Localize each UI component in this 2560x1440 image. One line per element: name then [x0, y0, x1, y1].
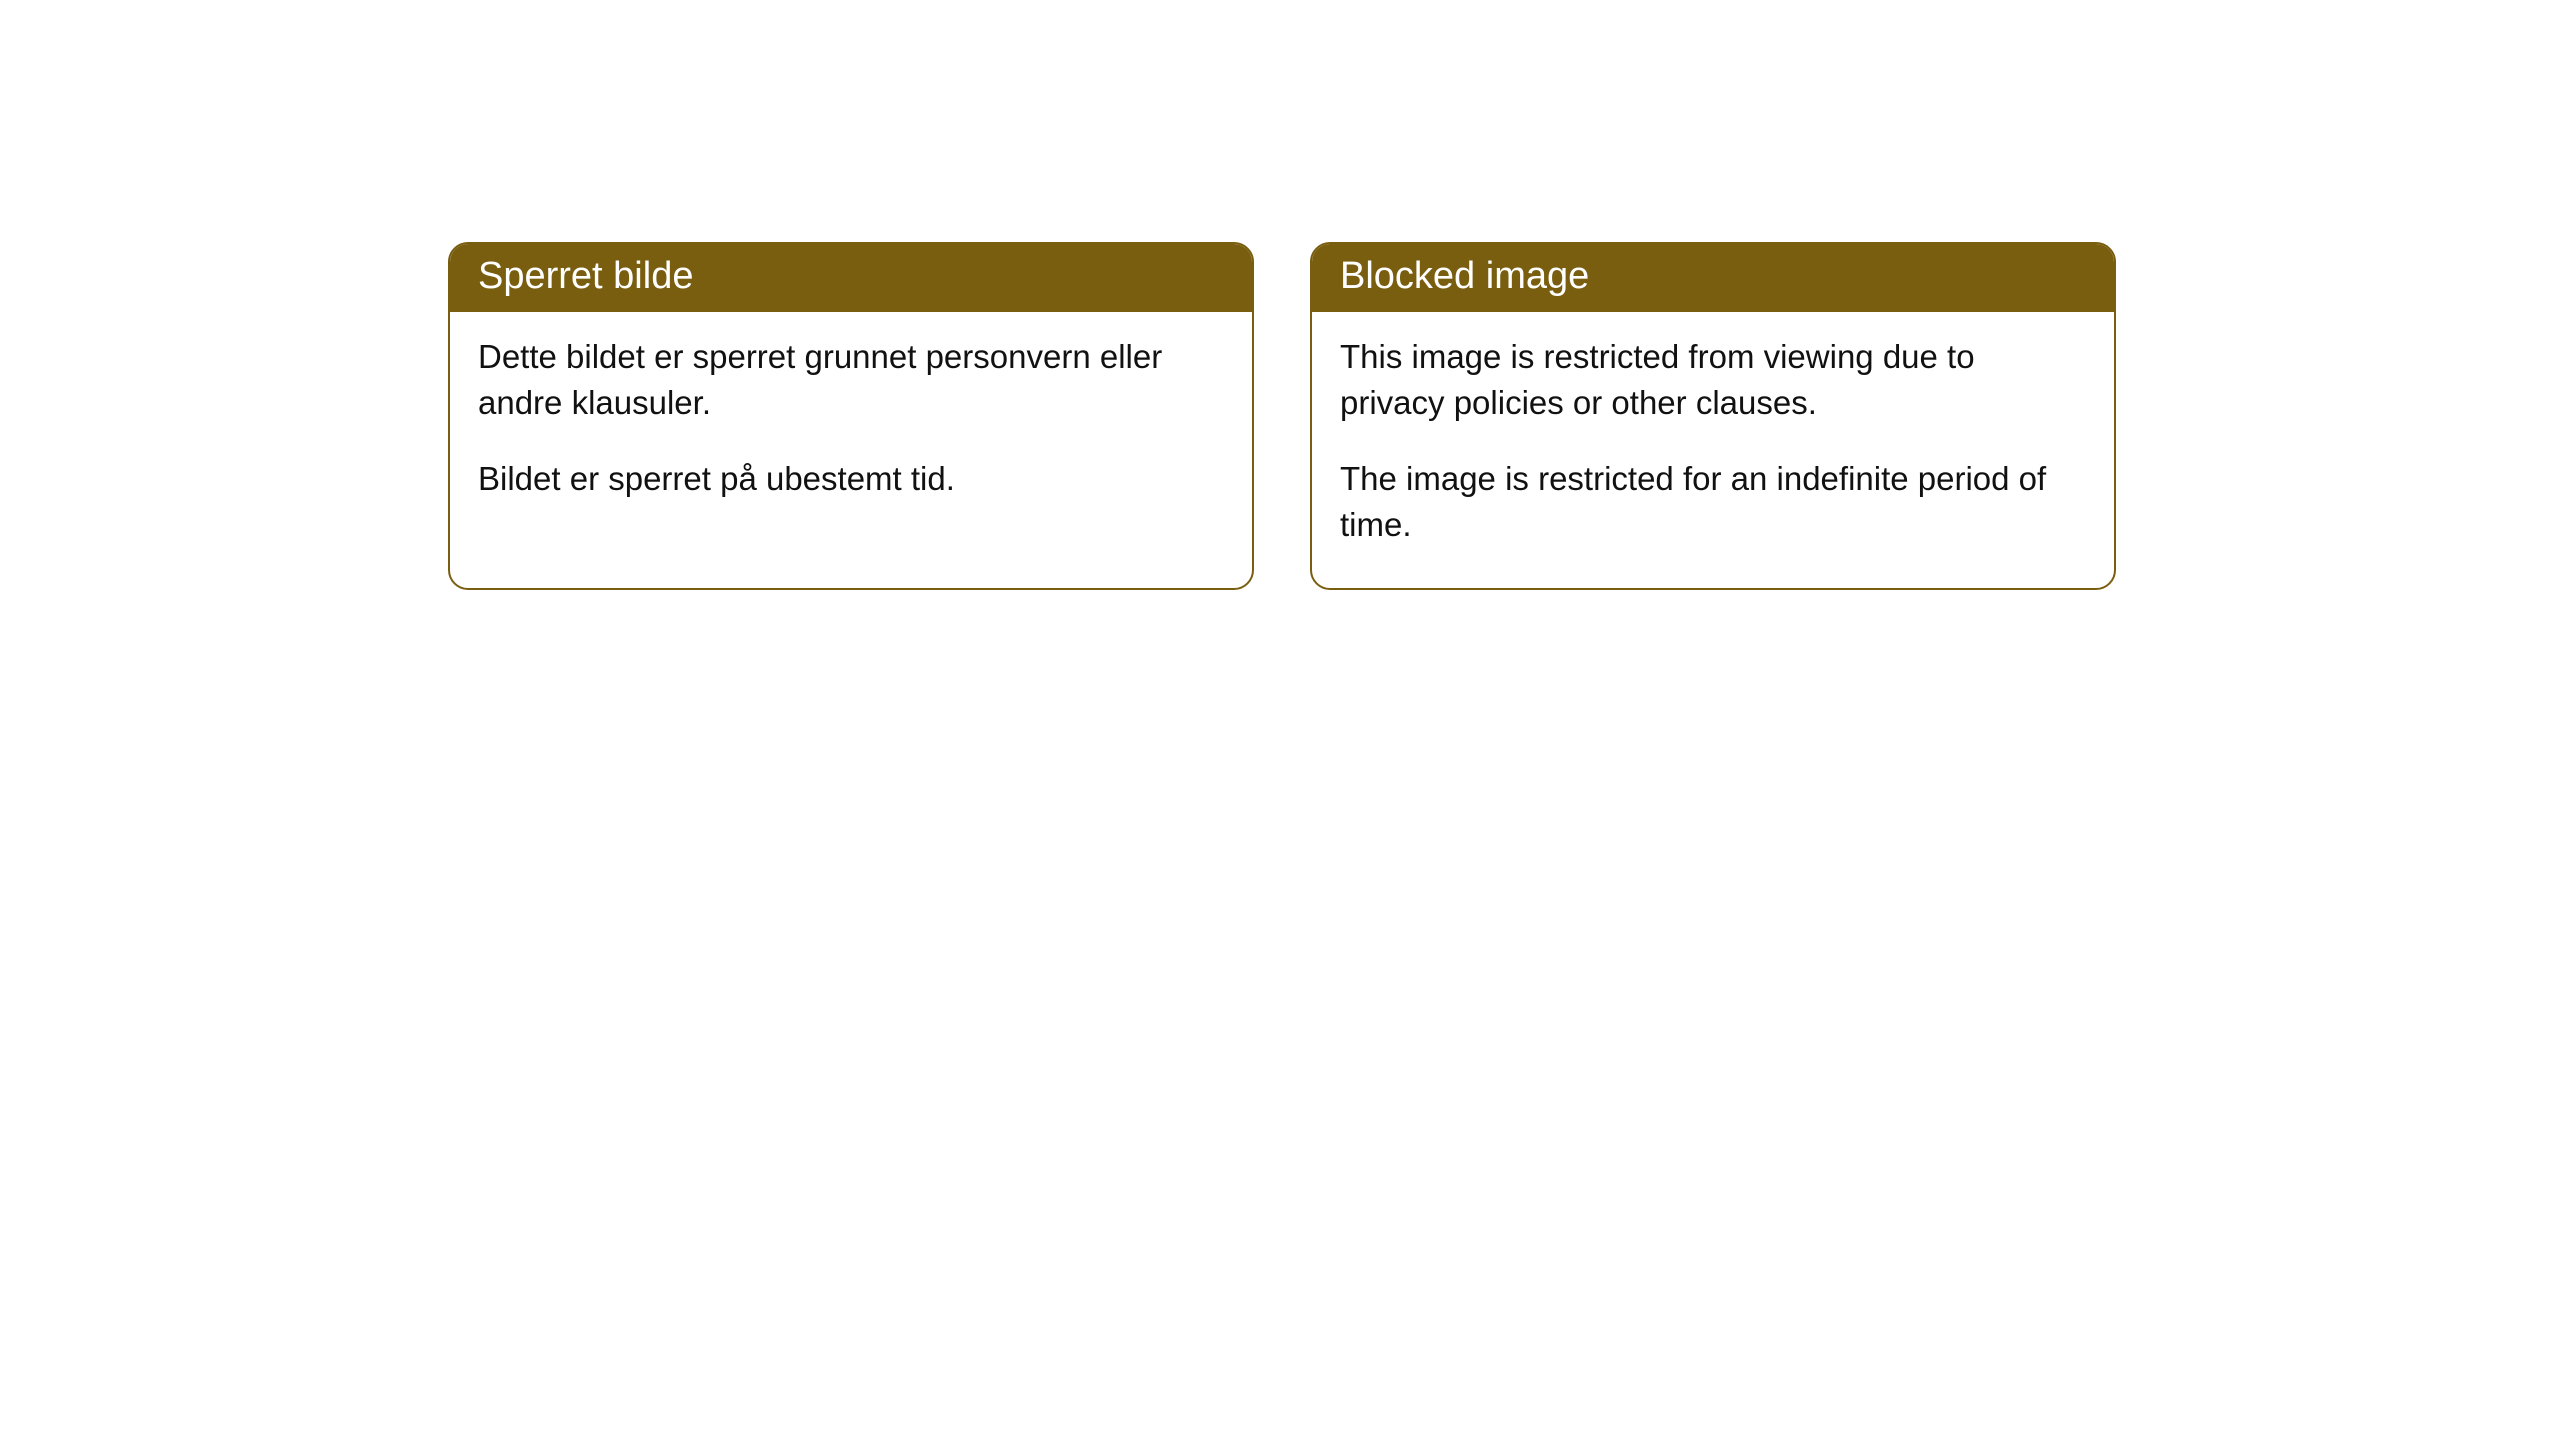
blocked-image-card-no: Sperret bilde Dette bildet er sperret gr…: [448, 242, 1254, 590]
blocked-image-card-en: Blocked image This image is restricted f…: [1310, 242, 2116, 590]
card-title-no: Sperret bilde: [478, 255, 693, 297]
card-title-en: Blocked image: [1340, 255, 1589, 297]
card-text-no-2: Bildet er sperret på ubestemt tid.: [478, 456, 1224, 502]
card-text-en-1: This image is restricted from viewing du…: [1340, 334, 2086, 426]
notice-cards-container: Sperret bilde Dette bildet er sperret gr…: [448, 242, 2116, 590]
card-text-no-1: Dette bildet er sperret grunnet personve…: [478, 334, 1224, 426]
card-text-en-2: The image is restricted for an indefinit…: [1340, 456, 2086, 548]
card-body-en: This image is restricted from viewing du…: [1312, 312, 2114, 589]
card-header-no: Sperret bilde: [450, 244, 1252, 312]
card-header-en: Blocked image: [1312, 244, 2114, 312]
card-body-no: Dette bildet er sperret grunnet personve…: [450, 312, 1252, 543]
